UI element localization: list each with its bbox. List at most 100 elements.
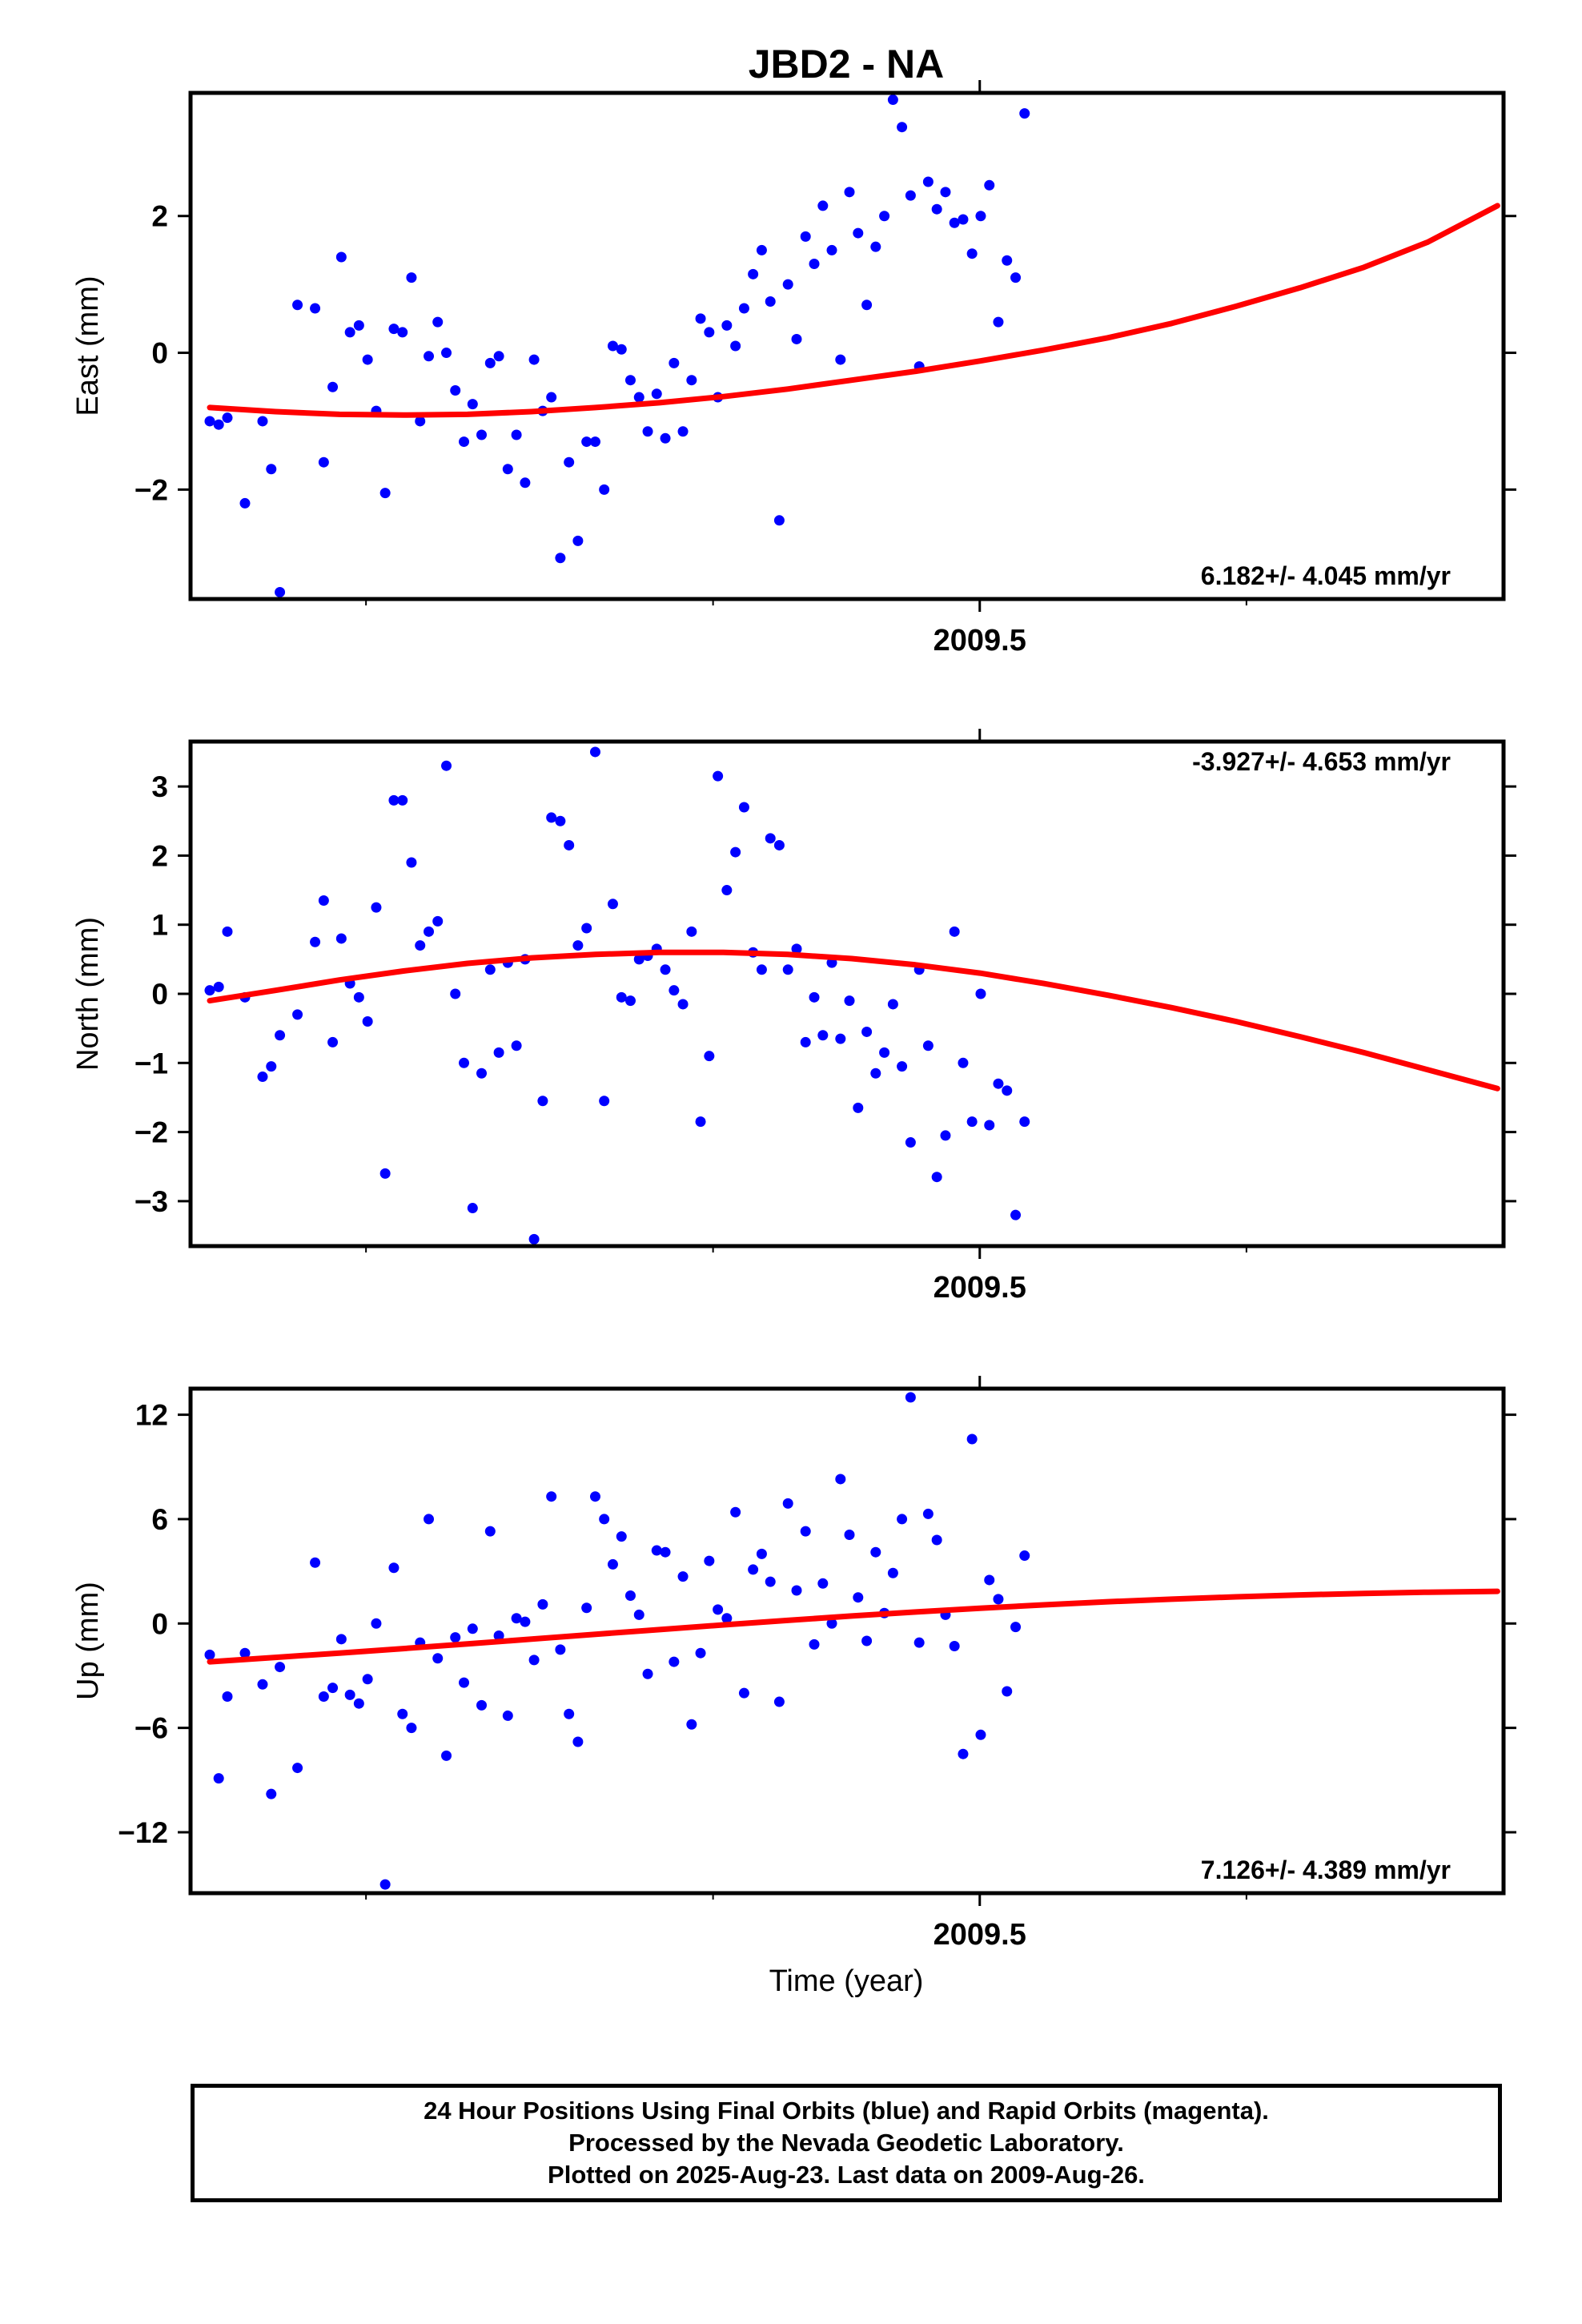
north-data-point — [424, 926, 435, 937]
north-data-point — [476, 1068, 488, 1079]
up-data-point — [695, 1647, 706, 1659]
north-data-point — [318, 895, 329, 906]
up-data-point — [669, 1656, 680, 1667]
east-data-point — [905, 190, 916, 201]
north-data-point — [371, 902, 382, 913]
north-data-point — [450, 988, 461, 999]
east-data-point — [1063, 0, 1074, 6]
north-panel: −3 −2 −1 0 1 2 3 2009.5 North (mm) -3.927+/- 4.65… — [71, 729, 1516, 1305]
east-data-point — [949, 217, 960, 228]
east-data-point — [773, 515, 785, 526]
north-data-point — [388, 794, 400, 806]
east-data-point — [1404, 0, 1415, 6]
up-data-point — [222, 1691, 233, 1703]
up-data-point — [432, 1653, 444, 1664]
east-data-point — [441, 348, 452, 359]
east-data-point — [756, 244, 767, 255]
east-data-point — [379, 488, 391, 499]
east-data-point — [476, 429, 488, 440]
up-data-point — [616, 1531, 627, 1542]
north-data-point — [406, 857, 417, 868]
up-ytick-label: 12 — [135, 1399, 168, 1432]
east-data-point — [931, 203, 942, 215]
east-data-point — [1396, 0, 1407, 6]
north-data-point — [581, 923, 592, 934]
north-data-point — [327, 1036, 339, 1047]
east-data-point — [327, 381, 339, 392]
east-data-point — [1265, 0, 1275, 6]
up-data-point — [318, 1691, 329, 1703]
up-data-point — [738, 1687, 749, 1699]
east-data-point — [922, 176, 934, 187]
up-y-axis-label: Up (mm) — [71, 1582, 105, 1700]
east-data-point — [958, 214, 969, 225]
north-data-point — [292, 1009, 303, 1020]
east-data-point — [1028, 0, 1038, 6]
east-fit-line — [207, 203, 1500, 418]
east-data-point — [1090, 0, 1100, 6]
north-data-point — [940, 1130, 951, 1141]
east-data-point — [817, 200, 829, 211]
east-data-point — [1352, 0, 1363, 6]
north-data-point — [721, 885, 733, 896]
east-data-point — [353, 320, 364, 331]
up-data-point — [966, 1433, 978, 1445]
up-data-point — [949, 1641, 960, 1652]
up-data-point — [589, 1491, 600, 1502]
east-data-point — [1343, 0, 1354, 6]
north-data-point — [607, 899, 618, 910]
north-data-point — [861, 1026, 873, 1037]
up-data-point — [905, 1392, 916, 1403]
east-data-point — [528, 354, 540, 365]
up-ytick-label: 6 — [151, 1503, 168, 1536]
north-data-point — [546, 812, 557, 823]
north-data-point — [993, 1078, 1004, 1089]
east-data-point — [318, 456, 329, 468]
up-data-point — [353, 1698, 364, 1709]
east-data-point — [432, 316, 444, 328]
up-data-point — [213, 1773, 224, 1784]
east-data-point — [669, 357, 680, 368]
up-frame — [188, 1386, 1506, 1896]
up-data-point — [853, 1592, 864, 1603]
east-data-point — [940, 187, 951, 198]
north-data-point — [695, 1116, 706, 1128]
east-panel: −2 0 2 2009.5 East (mm) 6.182+/- 4.045 mm/yr — [71, 0, 1516, 657]
east-frame — [188, 90, 1506, 601]
north-data-point — [713, 770, 724, 782]
east-data-point — [581, 436, 592, 448]
east-data-point — [1387, 0, 1398, 6]
up-data-point — [441, 1750, 452, 1761]
up-data-point — [913, 1637, 925, 1648]
east-data-point — [1142, 0, 1152, 6]
east-data-point — [1457, 0, 1468, 6]
east-data-point — [1239, 0, 1249, 6]
east-data-point — [1168, 0, 1178, 6]
east-data-point — [222, 412, 233, 424]
east-data-point — [1370, 0, 1380, 6]
north-data-point — [791, 943, 802, 955]
east-data-point — [642, 426, 653, 437]
east-data-point — [1439, 0, 1450, 6]
up-data-point — [424, 1514, 435, 1525]
up-data-point — [484, 1526, 496, 1537]
east-data-point — [1291, 0, 1301, 6]
east-data-point — [310, 303, 321, 314]
east-data-point — [572, 535, 584, 546]
north-data-point — [975, 988, 986, 999]
east-data-point — [1037, 0, 1047, 6]
up-data-point — [809, 1638, 820, 1650]
up-data-point — [275, 1662, 286, 1673]
north-data-point — [765, 833, 776, 844]
gps-time-series-figure: JBD2 - NA −2 0 2 2009.5 East (mm) 6.182+/- 4.… — [71, 0, 1516, 1998]
up-data-point — [800, 1526, 811, 1537]
east-data-point — [1308, 0, 1319, 6]
north-data-point — [213, 981, 224, 992]
east-data-point — [704, 327, 715, 338]
up-data-point — [528, 1655, 540, 1666]
up-data-point — [406, 1723, 417, 1734]
east-data-point — [1159, 0, 1170, 6]
up-data-point — [817, 1578, 829, 1589]
north-data-point — [844, 995, 855, 1007]
north-data-point — [730, 846, 741, 858]
